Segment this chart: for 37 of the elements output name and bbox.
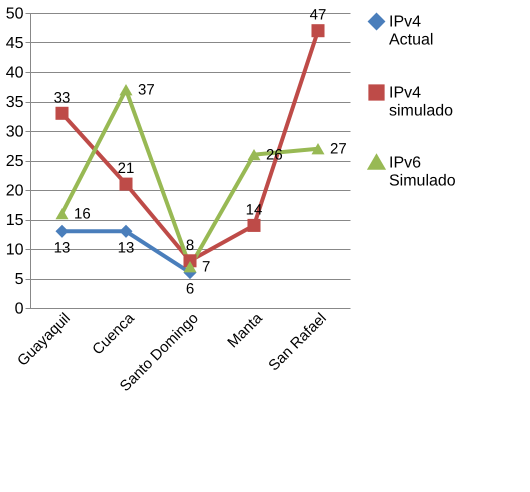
- point: [119, 178, 133, 191]
- y-tick-label: 5: [14, 271, 24, 288]
- data-label: 16: [74, 206, 91, 223]
- point: [119, 84, 133, 96]
- data-label: 27: [330, 140, 347, 158]
- y-tick-label: 35: [6, 94, 24, 111]
- point: [55, 106, 69, 120]
- legend-label: IPv4 simulado: [389, 84, 454, 120]
- data-label: 26: [266, 146, 283, 164]
- point: [311, 143, 325, 154]
- y-tick-label: 25: [6, 153, 24, 170]
- data-label: 7: [202, 258, 210, 276]
- data-label: 13: [118, 239, 134, 256]
- data-label: 33: [54, 89, 70, 106]
- data-label: 47: [310, 6, 326, 24]
- point: [119, 224, 133, 238]
- point: [55, 208, 69, 220]
- y-tick-label: 20: [6, 182, 24, 200]
- y-tick-label: 10: [6, 242, 24, 258]
- legend-label: IPv6 Simulado: [389, 154, 456, 190]
- data-label: 37: [138, 82, 155, 99]
- y-tick-label: 40: [6, 64, 24, 82]
- point: [55, 224, 69, 238]
- data-label: 13: [54, 239, 70, 256]
- y-tick-label: 50: [6, 6, 24, 22]
- y-tick-label: 0: [14, 300, 24, 318]
- point: [311, 24, 325, 38]
- data-label: 6: [186, 280, 194, 298]
- y-tick-label: 45: [6, 35, 24, 52]
- y-tick-label: 15: [6, 212, 24, 229]
- data-label: 21: [118, 160, 134, 178]
- point: [183, 261, 197, 272]
- legend-label: IPv4 Actual: [389, 14, 434, 48]
- point: [247, 218, 261, 232]
- point: [247, 148, 261, 160]
- y-tick-label: 30: [6, 124, 24, 140]
- data-label: 8: [186, 236, 194, 254]
